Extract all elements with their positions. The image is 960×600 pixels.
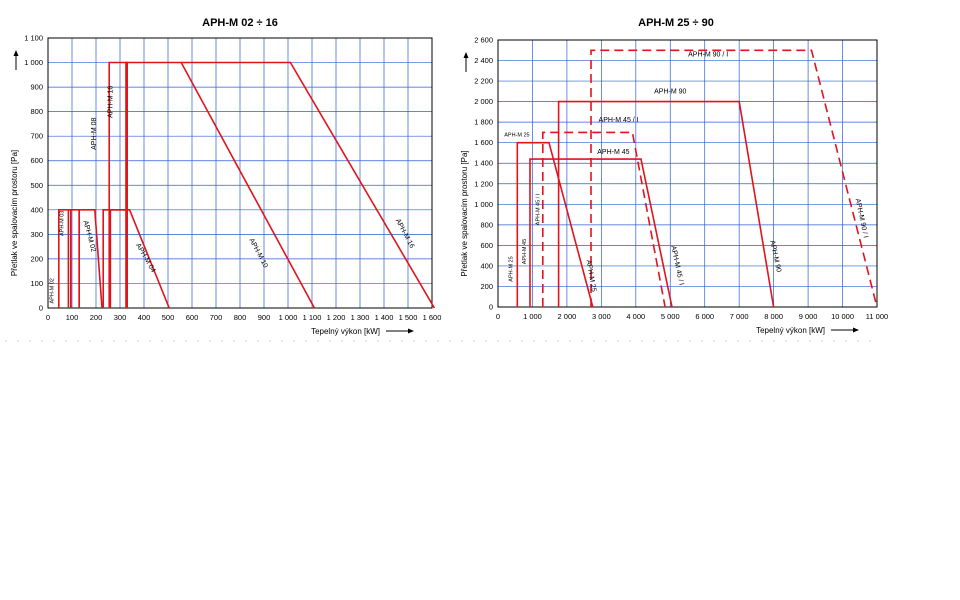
x-tick-label: 11 000 (866, 312, 888, 321)
x-tick-label: 1 200 (327, 313, 346, 322)
series-aph-m-25 (516, 141, 594, 308)
series-label: APH-M 25 (504, 133, 529, 139)
series-aph-m-02 (57, 209, 72, 308)
y-tick-label: 0 (489, 303, 493, 312)
series-aph-m-45-i (541, 131, 666, 308)
x-tick-label: 1 100 (303, 313, 322, 322)
series-label: APH-M 90 / I (688, 51, 728, 58)
series-aph-m-08 (108, 61, 128, 308)
y-tick-label: 600 (480, 241, 493, 250)
y-tick-label: 800 (480, 220, 493, 229)
series-label: APH-M 45 (597, 149, 629, 156)
series-aph-m-02 (78, 209, 103, 309)
y-tick-label: 1 100 (24, 34, 43, 43)
chart-title: APH-M 02 ÷ 16 (202, 17, 278, 29)
y-tick-label: 200 (480, 282, 493, 291)
x-tick-label: 1 400 (375, 313, 394, 322)
y-tick-label: 500 (30, 181, 43, 190)
x-tick-label: 8 000 (764, 312, 783, 321)
x-tick-label: 600 (186, 313, 199, 322)
x-tick-label: 200 (90, 313, 103, 322)
chart-left: APH-M 02 ÷ 16 0 100 200 300 400 500 600 700 800 90… (10, 17, 441, 336)
series-label: APH-M 25 (508, 256, 514, 281)
x-tick-label: 10 000 (831, 312, 854, 321)
series-aph-m-10 (125, 61, 316, 309)
x-tick-label: 500 (162, 313, 175, 322)
y-tick-label: 400 (480, 261, 493, 270)
y-tick-label: 400 (30, 205, 43, 214)
x-axis-label: Tepelný výkon [kW] (756, 326, 825, 335)
x-tick-label: 1 500 (399, 313, 418, 322)
series-aph-m-90-i (590, 49, 878, 308)
y-axis-arrowhead (13, 50, 19, 56)
series-aph-m-90 (557, 100, 775, 308)
y-tick-label: 600 (30, 156, 43, 165)
y-tick-label: 1 400 (474, 159, 493, 168)
x-tick-label: 900 (258, 313, 271, 322)
y-tick-label: 300 (30, 230, 43, 239)
x-tick-label: 3 000 (592, 312, 611, 321)
x-tick-label: 700 (210, 313, 223, 322)
series-aph-m-16 (181, 61, 436, 309)
y-axis-label: Přetlak ve spalovacím prostoru [Pa] (10, 150, 19, 276)
y-tick-label: 1 800 (474, 118, 493, 127)
plot-area (497, 39, 878, 308)
x-tick-label: 4 000 (626, 312, 645, 321)
x-tick-label: 6 000 (695, 312, 714, 321)
y-tick-label: 2 600 (474, 36, 493, 45)
x-axis-arrowhead (408, 328, 414, 334)
plot-border (497, 39, 878, 308)
series-label: APH-M 45 / I (535, 193, 541, 225)
x-tick-label: 300 (114, 313, 127, 322)
x-tick-label: 1 000 (279, 313, 298, 322)
chart-title: APH-M 25 ÷ 90 (638, 17, 714, 29)
y-tick-label: 1 200 (474, 179, 493, 188)
chart-right: APH-M 25 ÷ 90 0 1 000 2 000 3 000 4 000 5 000 6… (460, 17, 888, 335)
series-label: APH-M 45 (522, 239, 528, 264)
x-tick-label: 100 (66, 313, 79, 322)
x-tick-label: 800 (234, 313, 247, 322)
x-tick-label: 7 000 (730, 312, 749, 321)
y-tick-label: 0 (39, 304, 43, 313)
series-label: APH-M 45 / I (599, 117, 639, 124)
y-tick-label: 800 (30, 107, 43, 116)
series-aph-m-45 (529, 158, 673, 308)
y-tick-label: 2 000 (474, 97, 493, 106)
y-tick-label: 100 (30, 279, 43, 288)
x-tick-label: 9 000 (799, 312, 818, 321)
y-tick-label: 2 400 (474, 56, 493, 65)
x-tick-label: 2 000 (558, 312, 577, 321)
x-tick-label: 400 (138, 313, 151, 322)
series-label: APH-M 08 (91, 117, 98, 149)
series-label: APH-M 02 (49, 278, 55, 303)
x-tick-label: 1 300 (351, 313, 370, 322)
x-axis-label: Tepelný výkon [kW] (311, 327, 380, 336)
y-axis-label: Přetlak ve spalovacím prostoru [Pa] (460, 150, 469, 276)
x-tick-label: 1 600 (423, 313, 442, 322)
x-axis-arrowhead (853, 327, 859, 333)
y-tick-label: 1 600 (474, 138, 493, 147)
x-tick-label: 1 000 (523, 312, 542, 321)
y-tick-label: 1 000 (474, 200, 493, 209)
y-tick-label: 700 (30, 132, 43, 141)
x-tick-label: 5 000 (661, 312, 680, 321)
series-label: APH-M 90 (654, 88, 686, 95)
plot-border (47, 37, 433, 309)
series-label: APH-M 16 (107, 86, 114, 118)
y-tick-label: 200 (30, 254, 43, 263)
x-tick-label: 0 (46, 313, 50, 322)
y-tick-label: 900 (30, 83, 43, 92)
y-axis-arrowhead (463, 52, 469, 58)
y-tick-label: 1 000 (24, 58, 43, 67)
y-tick-label: 2 200 (474, 77, 493, 86)
x-tick-label: 0 (496, 312, 500, 321)
series-label: APH-M 03 (60, 211, 66, 236)
